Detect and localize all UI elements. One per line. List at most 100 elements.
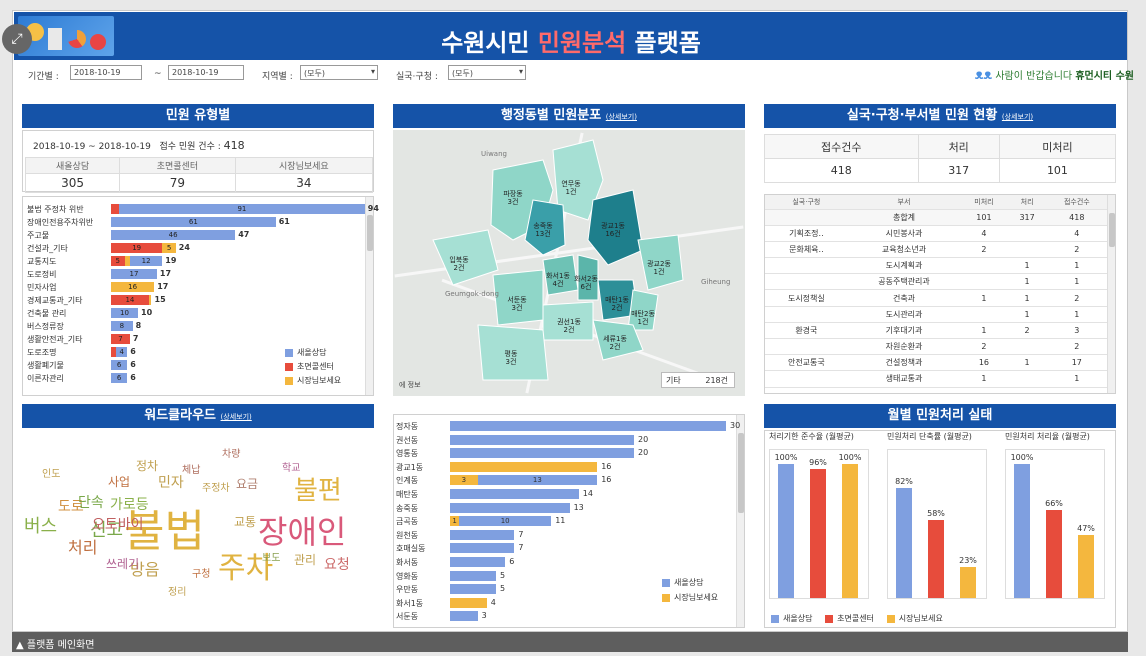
cloud-word[interactable]: 주정차 (202, 483, 230, 494)
cloud-word[interactable]: 관리 (294, 553, 317, 567)
office-label: 실국·구청 : (396, 72, 438, 82)
bar-total: 4 (490, 597, 496, 607)
district-shapes (432, 139, 684, 381)
monthly-chart: 민원처리 처리율 (월평균) 100% 66% 47% (1005, 432, 1109, 605)
cloud-word[interactable]: 주차 (218, 551, 274, 586)
scrollbar[interactable] (736, 415, 744, 627)
district-label[interactable]: 매탄1동 2건 (605, 296, 629, 312)
cloud-word[interactable]: 차량 (222, 449, 241, 460)
detail-link[interactable]: (상세보기) (605, 113, 637, 121)
types-bar-row: 민자사업 16 17 (23, 281, 353, 293)
district-label[interactable]: 파장동 3건 (503, 190, 523, 206)
district-label[interactable]: 평동 3건 (504, 350, 518, 366)
percent-label: 58% (927, 509, 945, 519)
district-label[interactable]: 광교2동 1건 (647, 260, 671, 276)
types-bar-row: 건축물 관리 10 10 (23, 307, 353, 319)
bar-total: 16 (601, 475, 612, 485)
types-summary: 2018-10-19 ~ 2018-10-19 접수 민원 건수 : 418 새… (22, 130, 374, 193)
cloud-word[interactable]: 요청 (324, 557, 350, 573)
bar-total: 20 (638, 448, 649, 458)
dong-label: 서둔동 (396, 612, 419, 622)
bar-total: 20 (638, 434, 649, 444)
dept-cell: 16 (960, 354, 1008, 372)
cloud-word[interactable]: 요금 (236, 477, 259, 491)
district-label[interactable]: 화서1동 4건 (546, 272, 570, 288)
district-label[interactable]: 화서2동 6건 (574, 275, 598, 291)
cloud-word[interactable]: 구청 (192, 569, 211, 580)
month-bar (1046, 509, 1062, 598)
dept-cell: 1 (1046, 273, 1107, 291)
dept-cell: 2 (960, 241, 1008, 259)
scrollbar[interactable] (1107, 195, 1115, 393)
cloud-word[interactable]: 민자 (158, 475, 184, 491)
district-label[interactable]: 입북동 2건 (449, 256, 469, 272)
types-bar-row: 불법 주정차 위반 91 94 (23, 203, 379, 215)
district-label[interactable]: 광교1동 16건 (601, 222, 625, 238)
detail-link[interactable]: (상세보기) (1001, 113, 1034, 121)
cloud-word[interactable]: 가로등 (110, 497, 149, 513)
dept-cell (765, 273, 848, 291)
place-label: Giheung (701, 278, 731, 286)
cloud-word[interactable]: 장애인 (258, 513, 347, 551)
cloud-word[interactable]: 쓰레기 (106, 557, 140, 571)
map-legend: 기타 218건 (661, 372, 735, 388)
dong-bar-row: 정자동 30 (394, 419, 740, 432)
cloud-word[interactable]: 정리 (168, 587, 187, 598)
dept-row: 총합계 101 317 418 (765, 209, 1107, 226)
district-label[interactable]: 매탄2동 1건 (631, 310, 655, 326)
bar-segment-orange: 16 (111, 282, 155, 292)
district-label[interactable]: 서둔동 3건 (507, 296, 527, 312)
cloud-word[interactable]: 오토바이 (92, 517, 144, 533)
dong-label: 영화동 (396, 571, 419, 581)
cloud-word[interactable]: 신고 (90, 520, 124, 541)
dong-label: 화서동 (396, 558, 419, 567)
types-bar-row: 경제교통과_기타 14 15 (23, 294, 353, 306)
percent-label: 66% (1045, 498, 1063, 508)
bar-total: 7 (518, 529, 524, 539)
district-label[interactable]: 송죽동 13건 (533, 222, 553, 238)
detail-link[interactable]: (상세보기) (220, 413, 252, 421)
date-to-input[interactable]: 2018-10-19 (168, 65, 244, 80)
dong-bar-row: 영화동 5 (394, 569, 734, 582)
cloud-word[interactable]: 불법 (124, 506, 205, 557)
cloud-word[interactable]: 단속 (78, 495, 104, 511)
bar-segment-orange: 5 (162, 243, 176, 253)
cloud-word[interactable]: 인도 (42, 469, 61, 480)
cloud-word[interactable]: 방음 (130, 560, 160, 579)
district-label[interactable]: 세류1동 2건 (603, 335, 627, 351)
bar-segment-blue: 4 (116, 347, 128, 357)
dept-cell: 2 (1046, 241, 1107, 259)
cloud-word[interactable]: 정차 (136, 459, 159, 473)
place-label: Uiwang (481, 150, 507, 158)
dong-label: 영통동 (396, 449, 419, 459)
month-bar (1078, 535, 1094, 598)
region-select[interactable]: (모두) ▾ (300, 65, 378, 80)
cloud-word[interactable]: 도로 (58, 499, 84, 515)
cloud-word[interactable]: 사업 (108, 475, 131, 489)
dept-cell: 건설정책과 (847, 354, 961, 372)
chart-title: 처리기한 준수율 (월평균) (769, 432, 854, 441)
scrollbar[interactable] (365, 197, 373, 395)
dept-cell: 문화체육.. (765, 241, 848, 259)
district-label[interactable]: 권선1동 2건 (557, 318, 581, 334)
bar-segment-blue (450, 570, 496, 581)
cloud-word[interactable]: 버스 (24, 516, 58, 537)
expand-icon[interactable]: ⤢ (2, 24, 32, 54)
cloud-word[interactable]: 처리 (68, 538, 98, 557)
office-select[interactable]: (모두) ▾ (448, 65, 526, 80)
cloud-word[interactable]: 학교 (282, 463, 301, 474)
cloud-word[interactable]: 교통 (234, 515, 257, 529)
dong-bar-row: 서둔동 3 (394, 609, 734, 622)
district-label[interactable]: 연무동 1건 (561, 180, 581, 196)
cloud-word[interactable]: 불편 (294, 476, 342, 506)
bar-segment-red: 5 (111, 256, 125, 266)
cloud-word[interactable]: 보도 (262, 553, 281, 564)
monthly-chart: 처리기한 준수율 (월평균) 100% 96% 100% (769, 432, 873, 605)
category-label: 경제교통과_기타 (27, 296, 83, 305)
cloud-word[interactable]: 체납 (182, 465, 201, 476)
bar-segment-blue (450, 489, 579, 499)
dong-bar-row: 매탄동 14 (394, 487, 734, 500)
dept-row: 환경국 기후대기과 1 2 3 (765, 322, 1107, 340)
date-from-input[interactable]: 2018-10-19 (70, 65, 142, 80)
